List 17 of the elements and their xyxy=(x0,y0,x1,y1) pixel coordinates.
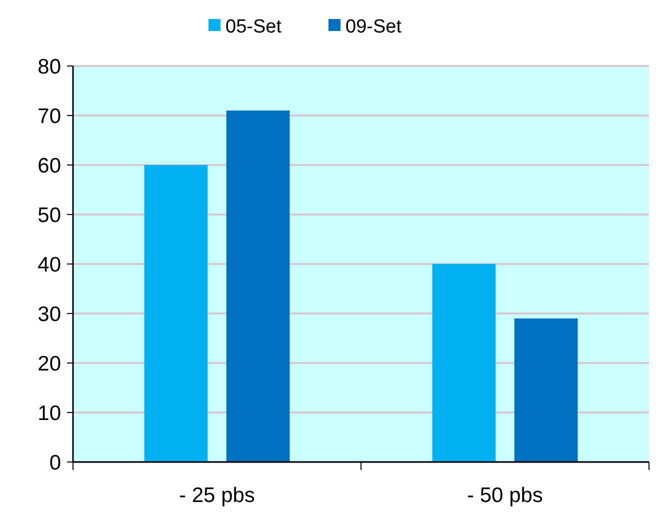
y-tick-label: 60 xyxy=(38,154,61,178)
y-tick-label: 0 xyxy=(49,451,61,474)
y-tick-label: 30 xyxy=(38,302,61,326)
y-tick-label: 50 xyxy=(38,204,61,227)
bar xyxy=(432,264,496,462)
y-tick-label: 40 xyxy=(38,253,61,276)
bar xyxy=(226,110,290,462)
x-tick-label: - 25 pbs xyxy=(179,484,255,507)
y-tick-label: 10 xyxy=(38,402,61,425)
legend-label: 05-Set xyxy=(226,16,282,38)
y-tick-label: 20 xyxy=(38,352,61,376)
bar xyxy=(144,165,208,462)
y-tick-label: 80 xyxy=(38,55,61,78)
legend-label: 09-Set xyxy=(346,16,402,38)
x-tick-label: - 50 pbs xyxy=(467,484,543,507)
y-tick-label: 70 xyxy=(38,104,61,128)
bar xyxy=(514,318,578,462)
